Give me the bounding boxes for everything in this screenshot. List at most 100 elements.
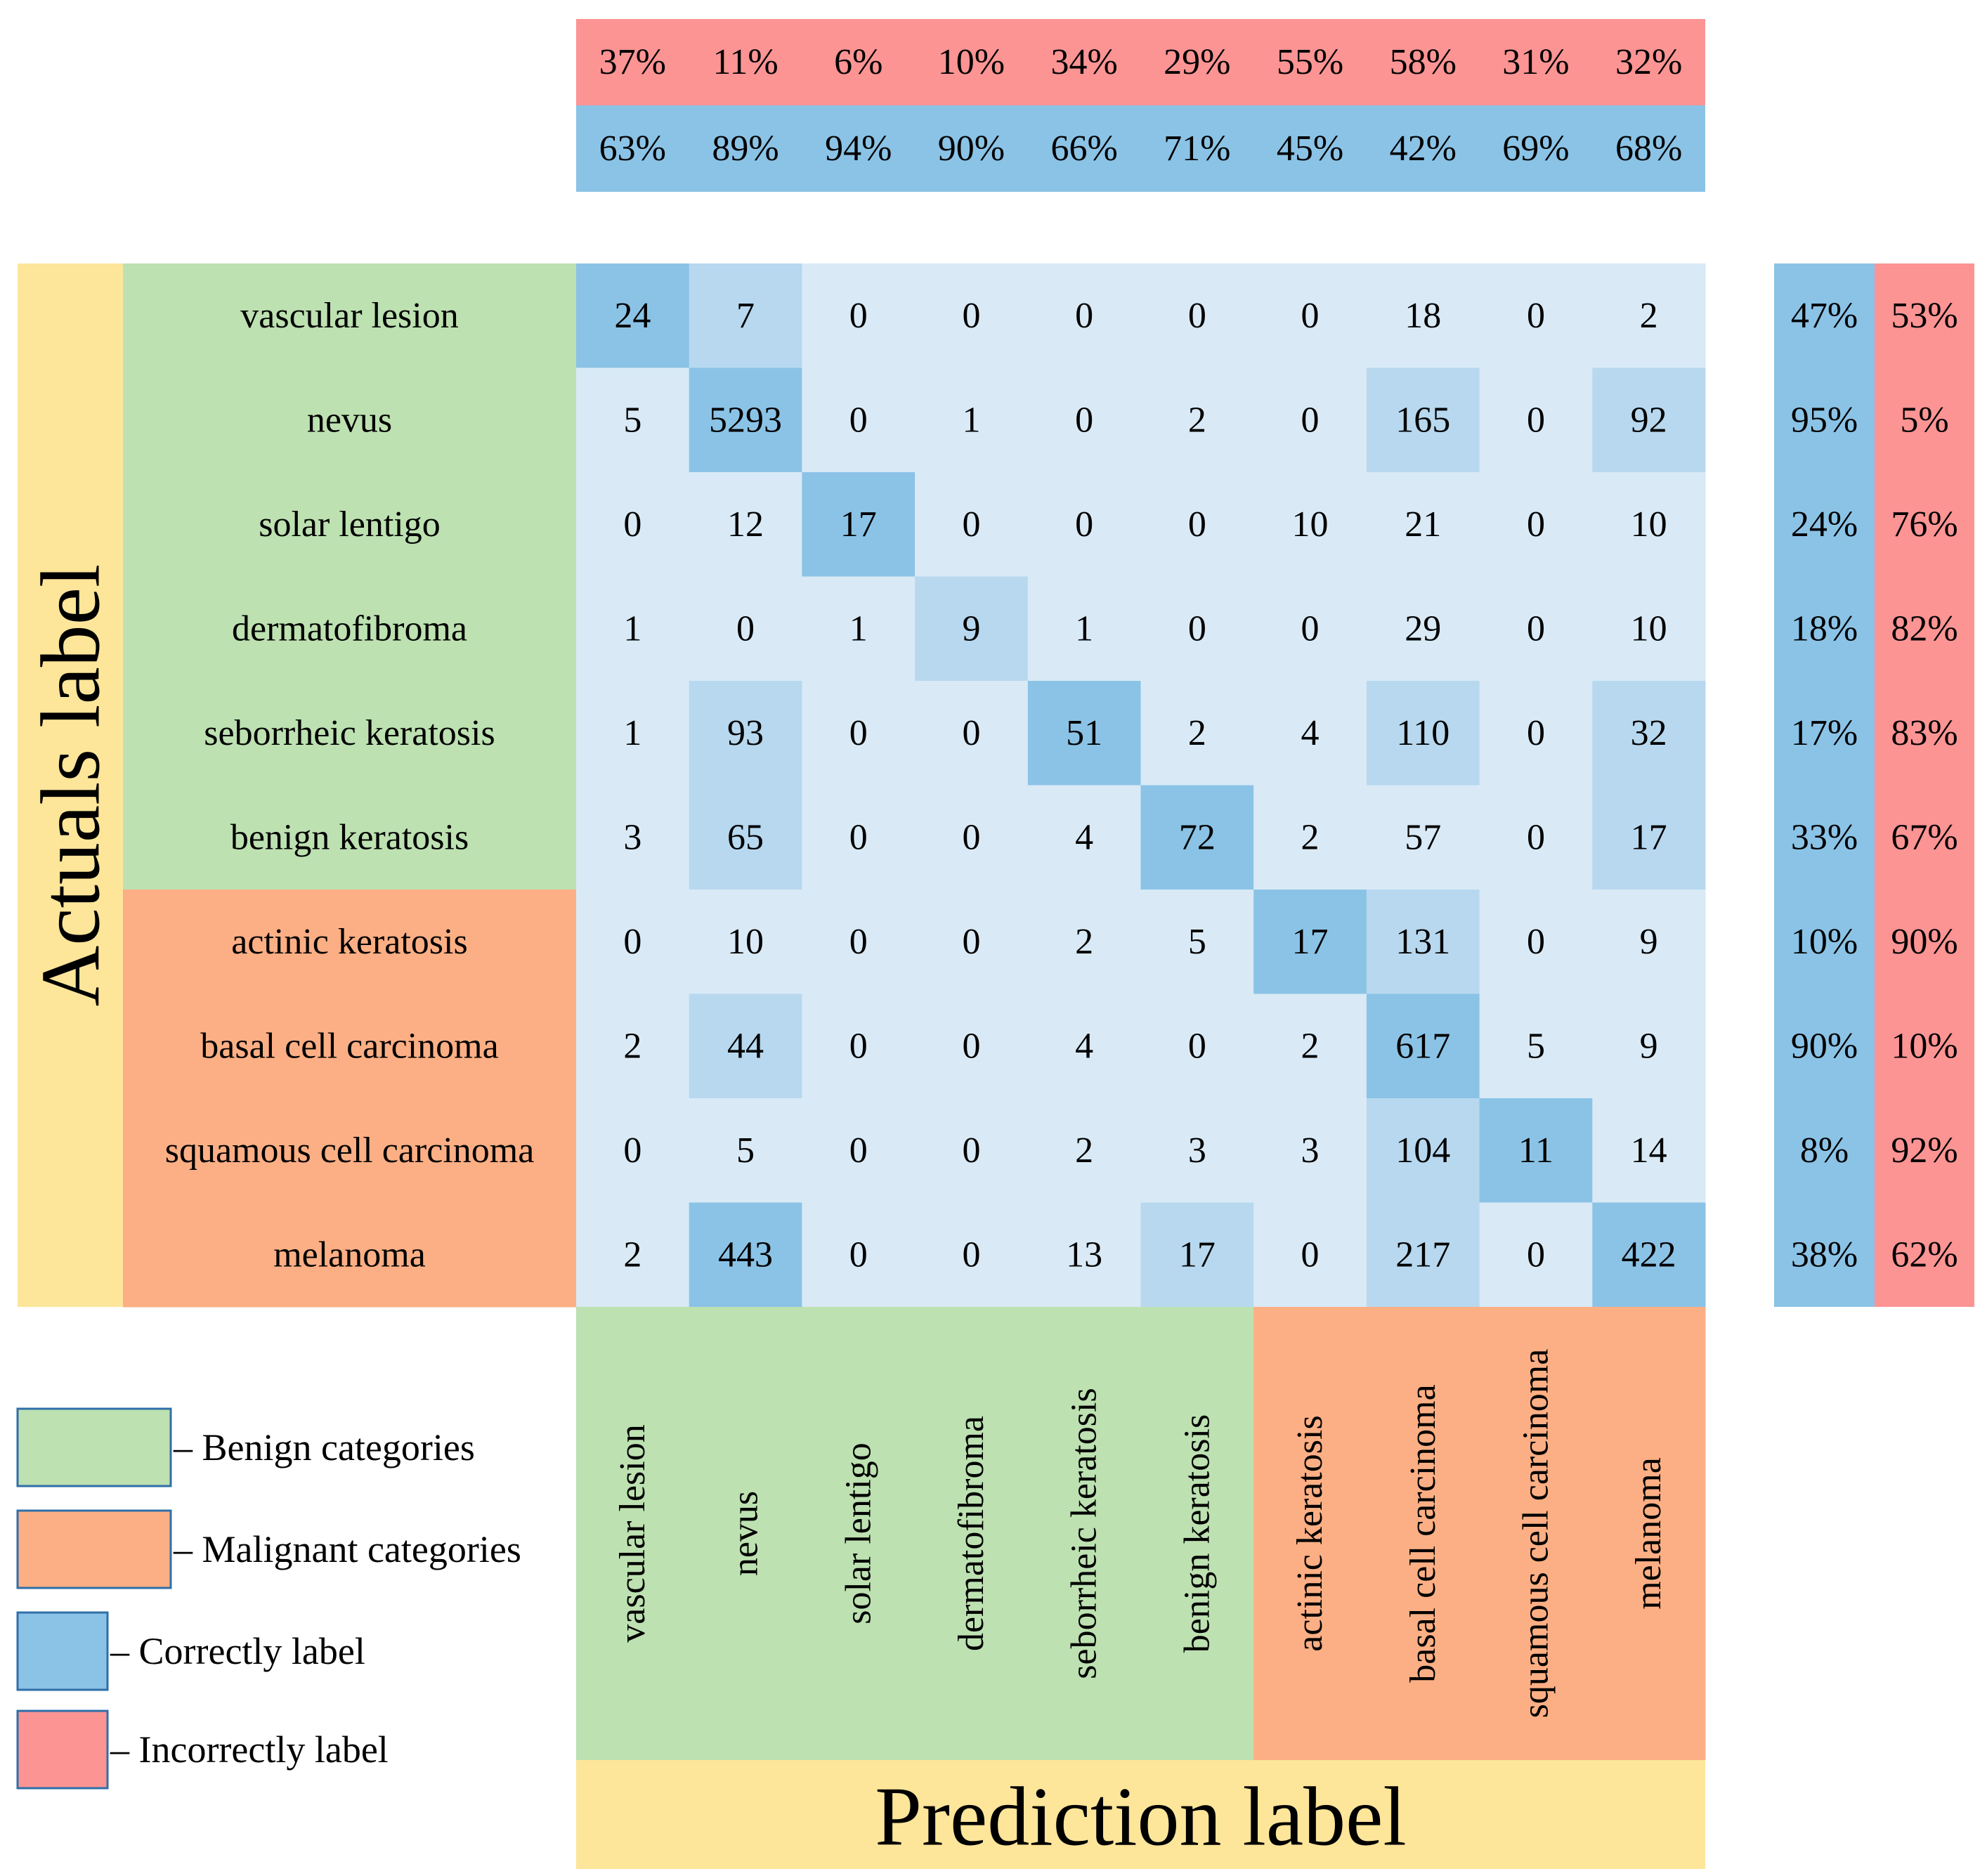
matrix-value-6-6: 17 xyxy=(1292,922,1329,962)
matrix-value-0-3: 0 xyxy=(962,296,980,336)
matrix-value-3-2: 1 xyxy=(849,608,868,649)
row-incorrect-2: 76% xyxy=(1891,504,1957,545)
matrix-cell-4-8 xyxy=(1479,681,1593,786)
matrix-cell-3-9 xyxy=(1592,576,1706,682)
row-correct-band xyxy=(1774,263,1875,1307)
matrix-value-4-6: 4 xyxy=(1301,713,1320,753)
column-correct-4: 66% xyxy=(1050,129,1117,169)
column-label-bg-5 xyxy=(1140,1307,1254,1760)
row-label-bg-5 xyxy=(123,785,576,890)
row-correct-9: 38% xyxy=(1791,1235,1858,1275)
matrix-value-7-2: 0 xyxy=(849,1026,868,1066)
matrix-cell-1-1 xyxy=(689,367,802,473)
matrix-cell-0-4 xyxy=(1027,263,1141,368)
matrix-cell-0-5 xyxy=(1140,263,1254,368)
matrix-cell-8-2 xyxy=(802,1098,916,1203)
row-incorrect-4: 83% xyxy=(1891,713,1957,753)
matrix-value-9-9: 422 xyxy=(1622,1235,1676,1275)
row-correct-6: 10% xyxy=(1791,922,1858,962)
matrix-value-6-5: 5 xyxy=(1188,922,1206,962)
column-label-5: benign keratosis xyxy=(1177,1414,1217,1653)
row-correct-7: 90% xyxy=(1791,1026,1858,1066)
matrix-cell-8-6 xyxy=(1253,1098,1367,1203)
matrix-value-8-8: 11 xyxy=(1518,1131,1553,1171)
matrix-cell-3-1 xyxy=(689,576,802,682)
legend-label-2: – Correctly label xyxy=(110,1630,365,1672)
matrix-cell-4-6 xyxy=(1253,681,1367,786)
matrix-cell-8-5 xyxy=(1140,1098,1254,1203)
row-label-5: benign keratosis xyxy=(230,817,469,857)
matrix-value-6-2: 0 xyxy=(849,922,868,962)
matrix-value-8-4: 2 xyxy=(1075,1131,1093,1171)
matrix-cell-9-1 xyxy=(689,1202,802,1308)
matrix-cell-1-4 xyxy=(1027,367,1141,473)
matrix-cell-8-7 xyxy=(1366,1098,1480,1203)
matrix-value-9-0: 2 xyxy=(623,1235,641,1275)
row-correct-5: 33% xyxy=(1791,817,1858,857)
column-label-bg-7 xyxy=(1366,1307,1480,1760)
row-label-3: dermatofibroma xyxy=(232,608,467,649)
column-incorrect-2: 6% xyxy=(834,42,882,82)
matrix-cell-4-0 xyxy=(576,681,690,786)
matrix-cell-5-9 xyxy=(1592,785,1706,890)
matrix-value-0-5: 0 xyxy=(1188,296,1206,336)
matrix-value-5-6: 2 xyxy=(1301,817,1320,857)
matrix-value-3-8: 0 xyxy=(1527,608,1545,649)
matrix-value-4-3: 0 xyxy=(962,713,980,753)
column-label-0: vascular lesion xyxy=(613,1424,653,1642)
matrix-cell-5-3 xyxy=(915,785,1029,890)
row-correct-1: 95% xyxy=(1791,400,1858,440)
matrix-value-2-2: 17 xyxy=(840,504,877,545)
matrix-value-9-1: 443 xyxy=(718,1235,773,1275)
matrix-cell-5-8 xyxy=(1479,785,1593,890)
matrix-value-7-4: 4 xyxy=(1075,1026,1093,1066)
row-incorrect-7: 10% xyxy=(1891,1026,1957,1066)
y-axis-title: Actuals label xyxy=(24,564,117,1007)
matrix-value-0-0: 24 xyxy=(614,296,651,336)
column-incorrect-1: 11% xyxy=(712,42,778,82)
column-label-bg-3 xyxy=(915,1307,1029,1760)
matrix-value-1-7: 165 xyxy=(1395,400,1450,440)
matrix-cell-2-1 xyxy=(689,472,802,577)
matrix-cell-9-3 xyxy=(915,1202,1029,1308)
legend-swatch-3 xyxy=(16,1709,109,1790)
matrix-value-9-5: 17 xyxy=(1179,1235,1216,1275)
matrix-cell-9-5 xyxy=(1140,1202,1254,1308)
matrix-value-3-5: 0 xyxy=(1188,608,1206,649)
matrix-cell-7-7 xyxy=(1366,994,1480,1099)
matrix-value-8-5: 3 xyxy=(1188,1131,1206,1171)
row-incorrect-8: 92% xyxy=(1891,1131,1957,1171)
matrix-value-1-1: 5293 xyxy=(709,400,782,440)
row-label-0: vascular lesion xyxy=(240,296,458,336)
matrix-cell-7-1 xyxy=(689,994,802,1099)
legend-label-3: – Incorrectly label xyxy=(110,1728,389,1771)
matrix-cell-9-7 xyxy=(1366,1202,1480,1308)
matrix-cell-7-8 xyxy=(1479,994,1593,1099)
matrix-value-7-9: 9 xyxy=(1640,1026,1658,1066)
matrix-value-7-5: 0 xyxy=(1188,1026,1206,1066)
matrix-cell-1-6 xyxy=(1253,367,1367,473)
matrix-cell-3-7 xyxy=(1366,576,1480,682)
matrix-cell-0-6 xyxy=(1253,263,1367,368)
matrix-value-4-5: 2 xyxy=(1188,713,1206,753)
matrix-cell-6-2 xyxy=(802,890,916,994)
matrix-value-1-4: 0 xyxy=(1075,400,1093,440)
matrix-value-7-0: 2 xyxy=(623,1026,641,1066)
column-correct-8: 69% xyxy=(1502,129,1569,169)
column-label-bg-0 xyxy=(576,1307,690,1760)
column-correct-5: 71% xyxy=(1164,129,1230,169)
matrix-value-9-7: 217 xyxy=(1395,1235,1450,1275)
matrix-value-4-2: 0 xyxy=(849,713,868,753)
matrix-cell-1-3 xyxy=(915,367,1029,473)
matrix-cell-4-2 xyxy=(802,681,916,786)
matrix-cell-7-3 xyxy=(915,994,1029,1099)
matrix-value-4-4: 51 xyxy=(1066,713,1102,753)
matrix-cell-1-9 xyxy=(1592,367,1706,473)
column-label-bg-6 xyxy=(1253,1307,1367,1760)
column-incorrect-0: 37% xyxy=(599,42,666,82)
matrix-value-1-6: 0 xyxy=(1301,400,1320,440)
matrix-cell-6-5 xyxy=(1140,890,1254,994)
matrix-value-5-5: 72 xyxy=(1179,817,1216,857)
